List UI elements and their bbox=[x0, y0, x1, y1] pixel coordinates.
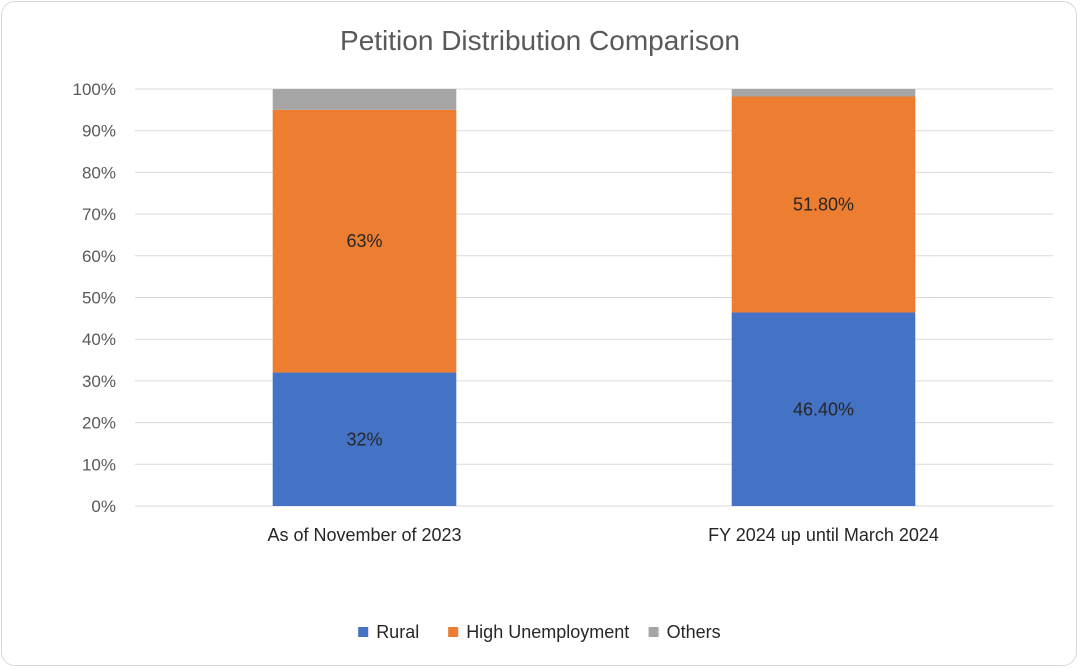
data-label: 46.40% bbox=[793, 399, 854, 419]
bar-segment bbox=[272, 372, 457, 506]
data-label: 63% bbox=[346, 231, 382, 251]
y-tick-label: 30% bbox=[82, 372, 116, 391]
y-tick-label: 80% bbox=[82, 163, 116, 182]
y-tick-label: 40% bbox=[82, 330, 116, 349]
y-tick-label: 70% bbox=[82, 205, 116, 224]
y-tick-label: 60% bbox=[82, 247, 116, 266]
legend-label: Others bbox=[667, 622, 721, 642]
x-category-label: As of November of 2023 bbox=[267, 525, 461, 545]
bar-segment bbox=[731, 312, 916, 506]
bar-segment bbox=[272, 89, 457, 110]
legend-label: Rural bbox=[376, 622, 419, 642]
bar-segment bbox=[272, 109, 457, 373]
legend-swatch bbox=[648, 627, 659, 637]
bar-segment bbox=[731, 96, 916, 313]
bars: 32% 63% 46.40% 51.80% bbox=[272, 89, 916, 506]
legend: Rural High Unemployment Others bbox=[358, 622, 721, 642]
data-label: 32% bbox=[346, 429, 382, 449]
legend-swatch bbox=[448, 627, 459, 637]
y-tick-label: 0% bbox=[91, 497, 116, 516]
x-axis-categories: As of November of 2023 FY 2024 up until M… bbox=[267, 525, 938, 545]
x-category-label: FY 2024 up until March 2024 bbox=[708, 525, 939, 545]
data-label: 51.80% bbox=[793, 195, 854, 215]
y-tick-label: 90% bbox=[82, 122, 116, 141]
y-tick-label: 50% bbox=[82, 289, 116, 308]
y-tick-label: 100% bbox=[73, 80, 116, 99]
y-axis-ticks: 0% 10% 20% 30% 40% 50% 60% 70% 80% 90% 100% bbox=[73, 80, 116, 516]
chart-title: Petition Distribution Comparison bbox=[340, 25, 740, 56]
y-tick-label: 20% bbox=[82, 414, 116, 433]
legend-label: High Unemployment bbox=[466, 622, 629, 642]
legend-swatch bbox=[358, 627, 369, 637]
bar-segment bbox=[731, 89, 916, 97]
y-tick-label: 10% bbox=[82, 455, 116, 474]
